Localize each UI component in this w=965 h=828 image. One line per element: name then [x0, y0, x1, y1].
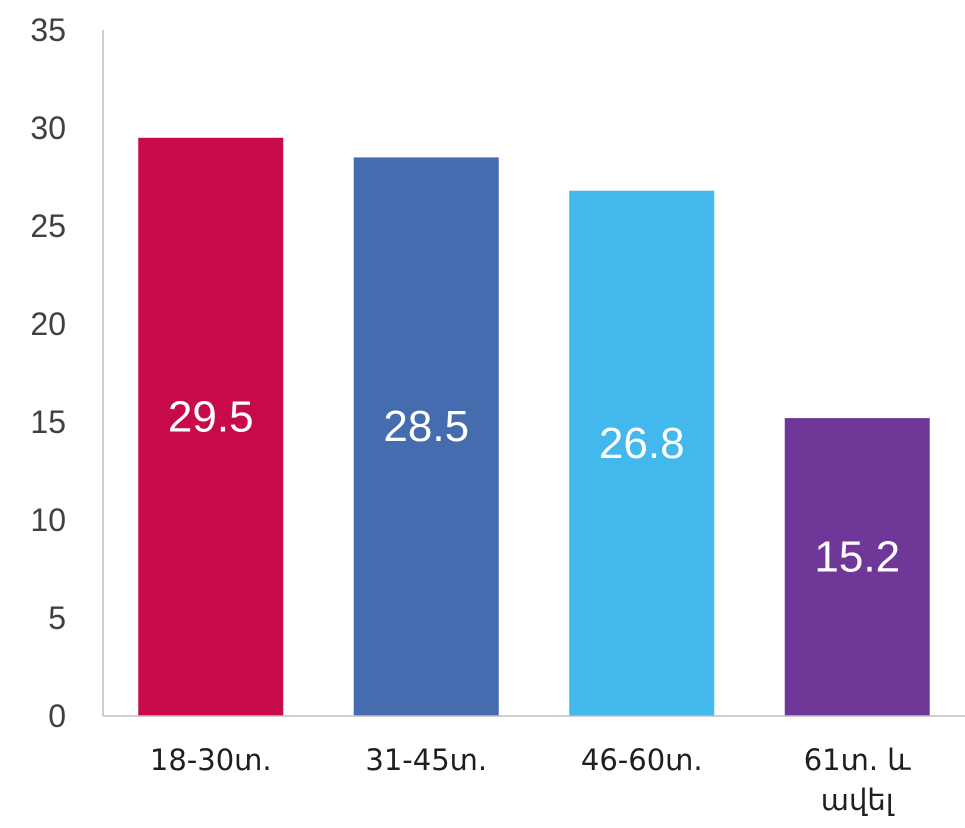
y-tick-label: 10 — [30, 502, 66, 538]
y-tick-label: 15 — [30, 404, 66, 440]
y-tick-label: 30 — [30, 110, 66, 146]
x-category-label: 61տ. և — [804, 743, 912, 777]
bar — [784, 418, 930, 716]
y-tick-label: 0 — [48, 698, 66, 734]
data-label: 26.8 — [599, 419, 685, 468]
data-label: 29.5 — [168, 392, 254, 441]
y-tick-label: 20 — [30, 306, 66, 342]
data-label: 15.2 — [814, 533, 900, 582]
bars — [138, 137, 930, 717]
y-tick-label: 35 — [30, 12, 66, 48]
y-axis: 0 5 10 15 20 25 30 35 — [30, 12, 104, 734]
y-tick-label: 5 — [48, 600, 66, 636]
bar — [569, 190, 715, 717]
y-tick-label: 25 — [30, 208, 66, 244]
bar — [138, 137, 284, 717]
x-category-label: 46-60տ. — [581, 743, 703, 777]
x-category-label: ավել — [821, 783, 895, 817]
bar — [353, 157, 499, 716]
data-labels: 29.5 28.5 26.8 15.2 — [168, 392, 900, 581]
x-category-label: 18-30տ. — [150, 743, 272, 777]
x-category-label: 31-45տ. — [365, 743, 487, 777]
x-axis: 18-30տ. 31-45տ. 46-60տ. 61տ. և ավել — [103, 715, 965, 817]
data-label: 28.5 — [383, 402, 469, 451]
